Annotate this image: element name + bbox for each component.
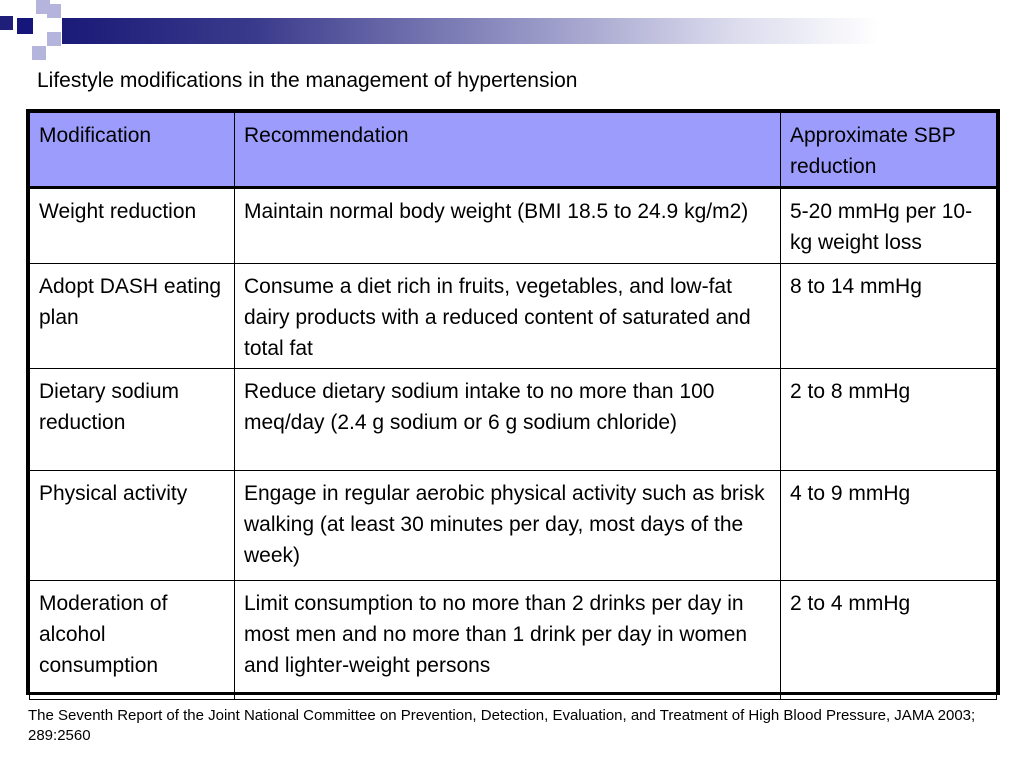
table-row: Adopt DASH eating plan Consume a diet ri… bbox=[29, 263, 997, 369]
cell-modification: Adopt DASH eating plan bbox=[29, 263, 235, 369]
cell-sbp-reduction: 8 to 14 mmHg bbox=[780, 263, 997, 369]
cell-recommendation: Consume a diet rich in fruits, vegetable… bbox=[234, 263, 781, 369]
decorative-square-lavender-2 bbox=[47, 4, 61, 18]
table-row: Weight reduction Maintain normal body we… bbox=[29, 187, 997, 264]
decorative-square-navy-1 bbox=[0, 16, 13, 30]
decorative-square-lavender-4 bbox=[32, 46, 46, 60]
lifestyle-modifications-table: Modification Recommendation Approximate … bbox=[29, 112, 997, 700]
cell-sbp-reduction: 4 to 9 mmHg bbox=[780, 470, 997, 581]
cell-recommendation: Reduce dietary sodium intake to no more … bbox=[234, 368, 781, 471]
table-row: Moderation of alcohol consumption Limit … bbox=[29, 580, 997, 700]
table-header-row: Modification Recommendation Approximate … bbox=[29, 112, 997, 189]
cell-modification: Dietary sodium reduction bbox=[29, 368, 235, 471]
slide-title: Lifestyle modifications in the managemen… bbox=[37, 69, 578, 92]
header-gradient-bar bbox=[62, 18, 1024, 44]
citation-footnote: The Seventh Report of the Joint National… bbox=[28, 707, 976, 744]
cell-modification: Physical activity bbox=[29, 470, 235, 581]
cell-recommendation: Limit consumption to no more than 2 drin… bbox=[234, 580, 781, 700]
cell-recommendation: Maintain normal body weight (BMI 18.5 to… bbox=[234, 187, 781, 264]
column-header-sbp-reduction: Approximate SBP reduction bbox=[780, 112, 997, 189]
table-row: Dietary sodium reduction Reduce dietary … bbox=[29, 368, 997, 471]
cell-sbp-reduction: 5-20 mmHg per 10-kg weight loss bbox=[780, 187, 997, 264]
decorative-square-lavender-3 bbox=[47, 32, 61, 46]
decorative-square-lavender-1 bbox=[36, 0, 50, 14]
table-container: Modification Recommendation Approximate … bbox=[26, 109, 1000, 700]
decorative-square-navy-2 bbox=[17, 18, 33, 34]
cell-modification: Weight reduction bbox=[29, 187, 235, 264]
column-header-recommendation: Recommendation bbox=[234, 112, 781, 189]
decorative-square-white bbox=[33, 14, 47, 32]
cell-modification: Moderation of alcohol consumption bbox=[29, 580, 235, 700]
cell-sbp-reduction: 2 to 8 mmHg bbox=[780, 368, 997, 471]
table-row: Physical activity Engage in regular aero… bbox=[29, 470, 997, 581]
cell-recommendation: Engage in regular aerobic physical activ… bbox=[234, 470, 781, 581]
cell-sbp-reduction: 2 to 4 mmHg bbox=[780, 580, 997, 700]
column-header-modification: Modification bbox=[29, 112, 235, 189]
